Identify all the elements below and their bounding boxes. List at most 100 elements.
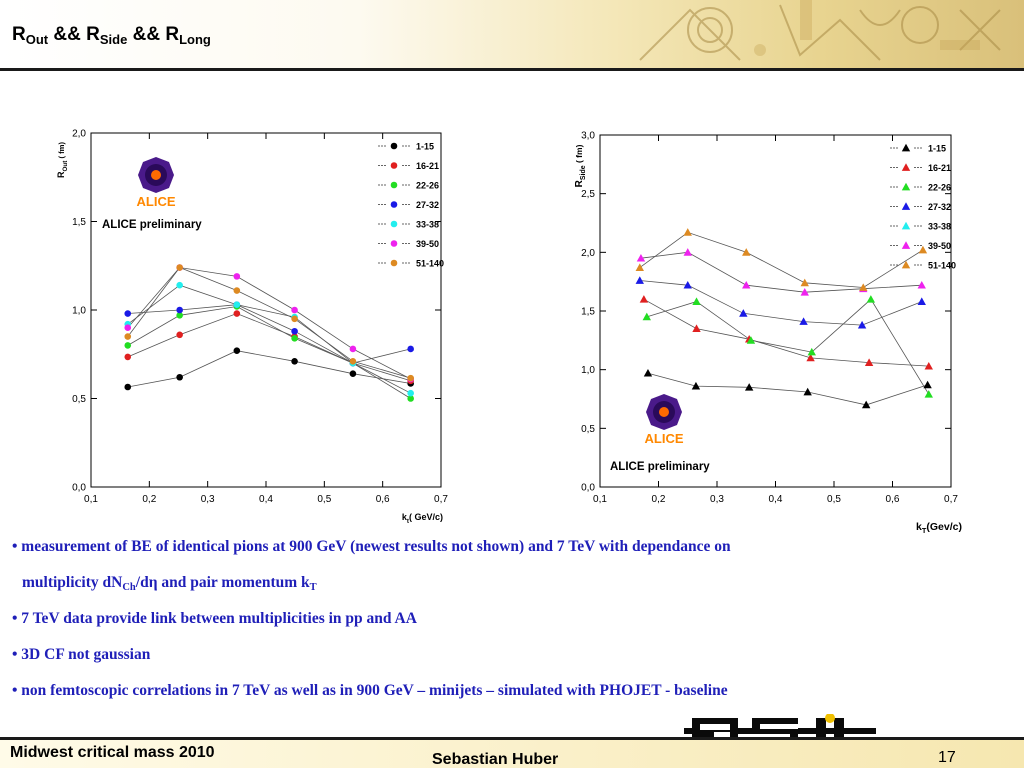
series-line (647, 372, 928, 406)
data-point (124, 383, 132, 391)
data-point (917, 297, 926, 305)
x-axis-label-main: k (402, 512, 408, 522)
series-line (639, 280, 922, 326)
y-axis-label: RSide ( fm) (574, 144, 587, 187)
legend-label: 33-38 (928, 222, 951, 232)
footer-divider (0, 737, 1024, 740)
x-tick-label: 0,1 (593, 494, 607, 505)
bullet-item: • non femtoscopic correlations in 7 TeV … (12, 682, 728, 699)
data-point (739, 309, 748, 317)
y-axis-label-main: R (56, 171, 66, 178)
footer-band (0, 740, 1024, 768)
legend-marker (901, 241, 911, 249)
data-point (349, 370, 357, 378)
legend-marker (390, 240, 398, 247)
x-tick-label: 0,2 (652, 494, 666, 505)
y-tick-label: 2,0 (72, 129, 86, 140)
data-point (124, 333, 132, 340)
data-point (291, 335, 298, 342)
x-axis-label: kT(Gev/c) (916, 521, 962, 535)
data-point (861, 400, 871, 409)
data-point (176, 312, 183, 319)
alice-logo: ALICE (645, 394, 684, 446)
legend-marker (390, 142, 398, 150)
bullet-text: multiplicity dN (22, 574, 123, 591)
data-point (643, 368, 653, 377)
legend-marker (901, 143, 911, 152)
data-point (742, 248, 751, 256)
legend-label: 51-140 (416, 259, 444, 269)
data-point (176, 281, 183, 289)
data-point (806, 353, 815, 362)
y-tick-label: 2,5 (581, 189, 595, 200)
alice-logo-text: ALICE (645, 431, 684, 446)
data-point (917, 280, 926, 289)
legend-label: 22-26 (416, 181, 439, 191)
footer-author: Sebastian Huber (432, 751, 559, 768)
bullet-text: /dη and pair momentum k (135, 574, 310, 591)
alice-logo-core (659, 407, 669, 417)
data-point (636, 254, 646, 262)
x-tick-label: 0,1 (84, 494, 98, 505)
legend-label: 1-15 (928, 144, 946, 154)
legend-label: 22-26 (928, 183, 951, 193)
x-axis-label-sub: T (922, 526, 927, 535)
data-point (407, 345, 414, 353)
x-tick-label: 0,2 (142, 494, 156, 505)
data-point (859, 283, 868, 291)
data-point (291, 327, 298, 335)
data-point (291, 306, 298, 314)
legend-marker (390, 220, 398, 228)
data-point (176, 373, 183, 381)
alice-preliminary-label: ALICE preliminary (102, 219, 202, 231)
alice-logo-core (151, 170, 161, 180)
legend-marker (901, 260, 911, 269)
data-point (918, 245, 928, 254)
data-point (799, 317, 808, 325)
data-point (864, 358, 874, 366)
legend-label: 33-38 (416, 220, 439, 230)
data-point (692, 324, 701, 332)
x-tick-label: 0,6 (886, 494, 900, 505)
series-line (127, 284, 411, 394)
title-text: && R (48, 24, 100, 45)
x-axis-label-unit: ( GeV/c) (409, 512, 443, 522)
legend-label: 39-50 (416, 239, 439, 249)
data-point (742, 280, 751, 289)
data-point (124, 342, 132, 349)
data-point (866, 295, 876, 303)
alice-preliminary-label: ALICE preliminary (610, 461, 710, 473)
data-point (124, 324, 132, 331)
x-axis-label: kt( GeV/c) (402, 512, 443, 525)
data-point (124, 310, 132, 317)
y-tick-label: 0,0 (72, 483, 86, 494)
data-point (800, 288, 809, 296)
series-line (127, 306, 411, 399)
slide-header: ROut && RSide && RLong (0, 0, 1024, 70)
y-tick-label: 1,5 (72, 217, 86, 228)
data-point (744, 383, 754, 391)
data-point (176, 264, 183, 271)
series-line (127, 304, 411, 364)
data-point (683, 280, 692, 289)
data-point (233, 310, 241, 317)
data-point (924, 361, 933, 370)
legend-label: 16-21 (928, 163, 951, 173)
series-line (127, 313, 411, 382)
x-tick-label: 0,5 (827, 494, 841, 505)
data-point (407, 389, 414, 397)
alice-logo-text: ALICE (137, 194, 176, 209)
data-point (349, 345, 357, 353)
series-line (646, 298, 930, 395)
legend-label: 16-21 (416, 161, 439, 171)
page-number: 17 (938, 749, 956, 766)
x-tick-label: 0,7 (434, 494, 448, 505)
series-line (127, 350, 411, 388)
legend-marker (901, 221, 911, 230)
series-line (127, 267, 411, 379)
bullet-item: • 7 TeV data provide link between multip… (12, 610, 417, 627)
slide-title: ROut && RSide && RLong (12, 24, 211, 47)
y-tick-label: 0,0 (581, 483, 595, 494)
header-decoration (639, 0, 1001, 61)
data-point (407, 395, 414, 402)
